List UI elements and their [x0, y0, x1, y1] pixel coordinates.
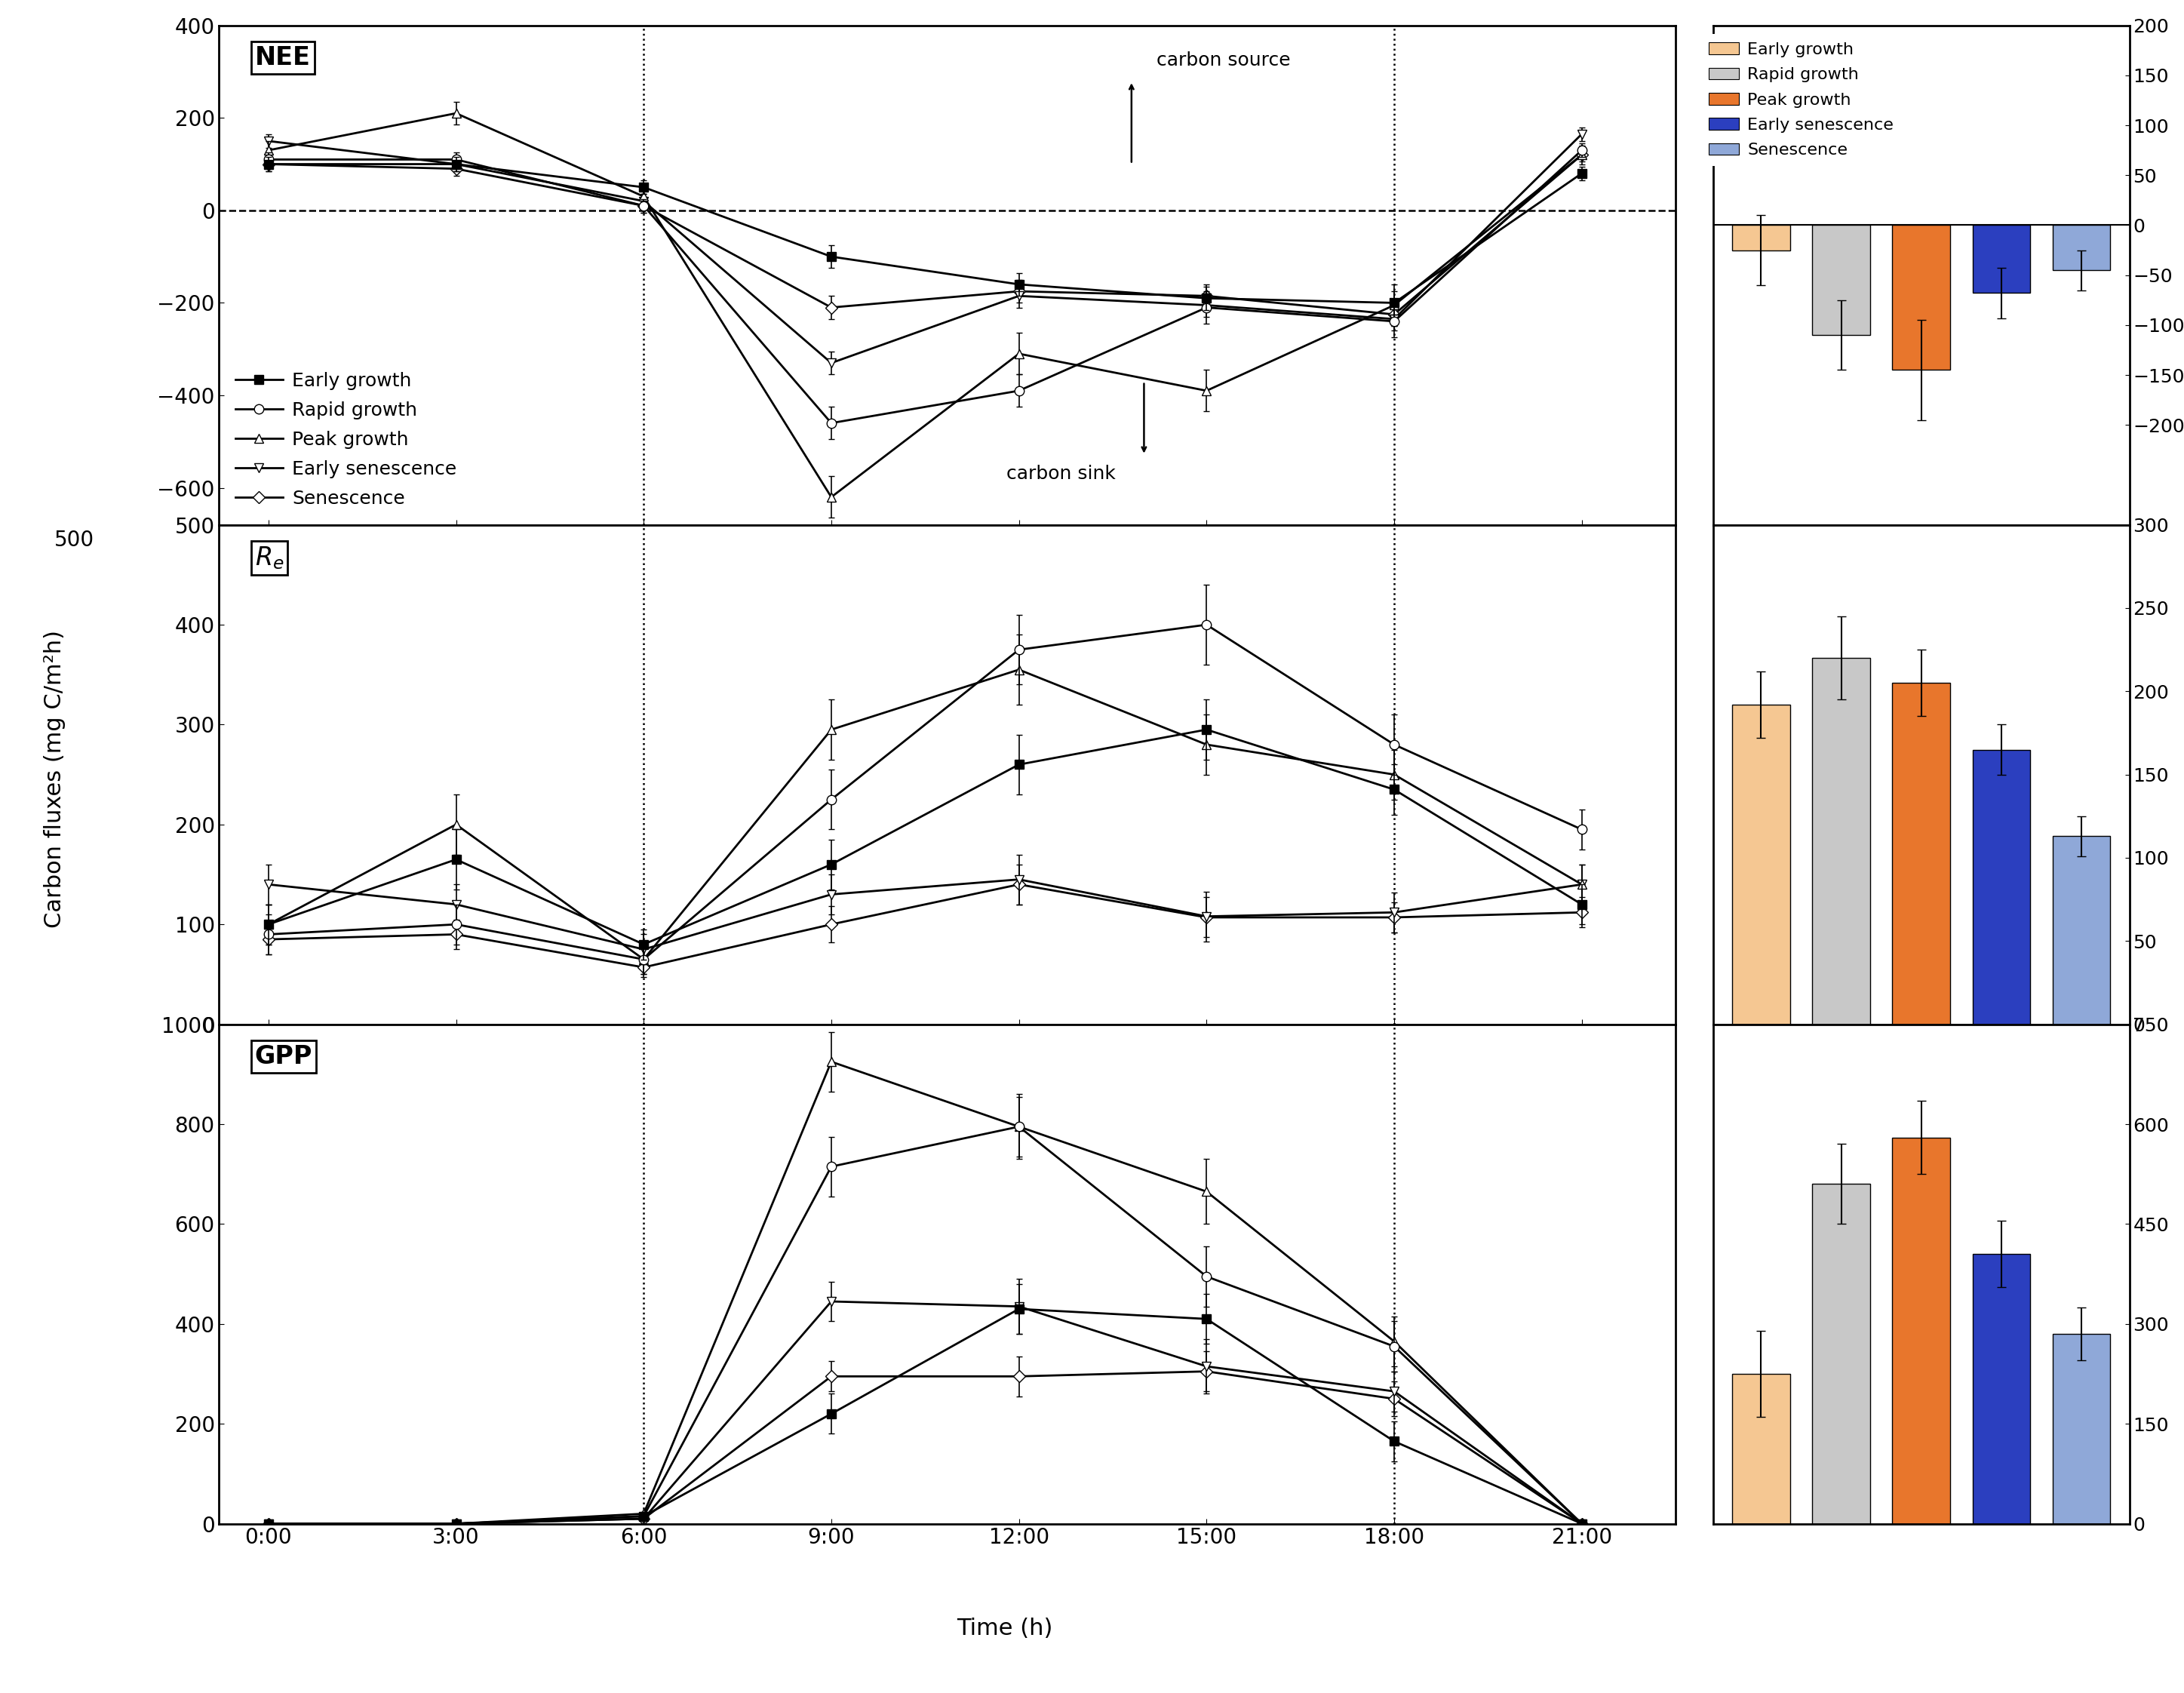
Text: Carbon fluxes (mg C/m²h): Carbon fluxes (mg C/m²h)	[44, 630, 66, 928]
Bar	[1732, 704, 1791, 1024]
Bar	[1813, 659, 1870, 1024]
Bar	[1813, 1183, 1870, 1524]
Bar	[1813, 225, 1870, 335]
Text: carbon sink: carbon sink	[1007, 464, 1116, 483]
Bar	[2053, 1334, 2110, 1524]
Legend: Early growth, Rapid growth, Peak growth, Early senescence, Senescence: Early growth, Rapid growth, Peak growth,…	[1701, 34, 1902, 166]
Text: NEE: NEE	[256, 46, 310, 71]
Bar	[1891, 1138, 1950, 1524]
Bar	[1891, 225, 1950, 371]
Text: $R_e$: $R_e$	[256, 545, 284, 571]
Text: GPP: GPP	[256, 1045, 312, 1070]
Bar	[1891, 682, 1950, 1024]
Bar	[2053, 225, 2110, 271]
Text: Time (h): Time (h)	[957, 1619, 1053, 1639]
Legend: Early growth, Rapid growth, Peak growth, Early senescence, Senescence: Early growth, Rapid growth, Peak growth,…	[227, 364, 465, 515]
Text: 500: 500	[55, 530, 94, 550]
Bar	[1732, 225, 1791, 251]
Bar	[2053, 836, 2110, 1024]
Bar	[1732, 1375, 1791, 1524]
Text: carbon source: carbon source	[1158, 51, 1291, 69]
Bar	[1972, 750, 2031, 1024]
Bar	[1972, 1255, 2031, 1524]
Bar	[1972, 225, 2031, 293]
